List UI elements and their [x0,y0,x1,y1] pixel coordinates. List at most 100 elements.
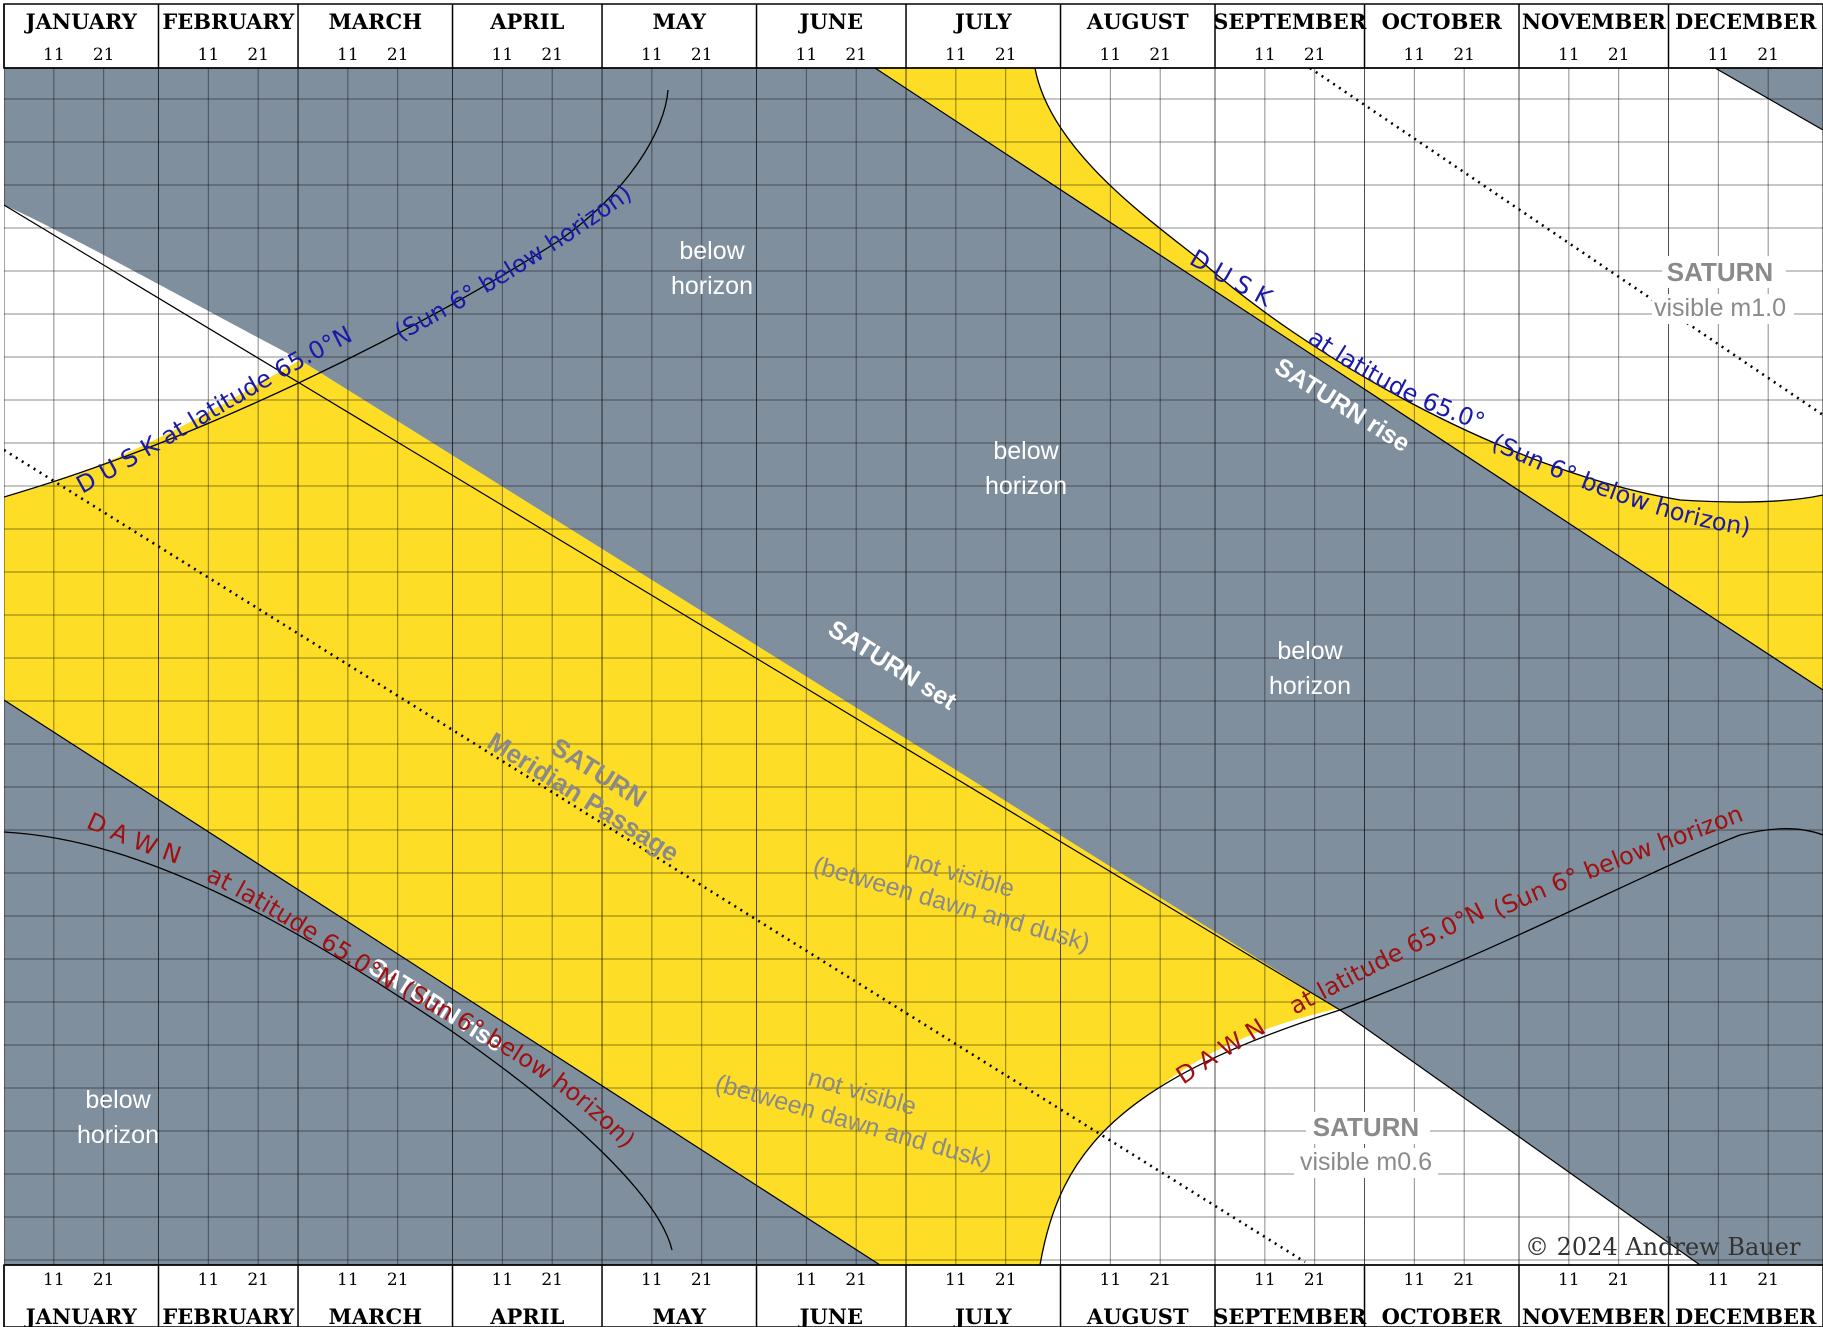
day-tick-top: 21 [995,45,1017,65]
below-horizon-upper-left [4,68,1823,1265]
dawn-curve-left [4,831,673,1251]
day-tick-bottom: 21 [541,1270,563,1290]
copyright: © 2024 Andrew Bauer [1525,1233,1801,1261]
day-tick-bottom: 21 [691,1270,713,1290]
month-label-bottom: JULY [953,1304,1013,1327]
day-tick-bottom: 21 [1304,1270,1326,1290]
month-label-bottom: FEBRUARY [162,1304,295,1327]
day-tick-top: 11 [1558,45,1580,65]
day-tick-bottom: 11 [1708,1270,1730,1290]
day-tick-bottom: 11 [945,1270,967,1290]
day-tick-bottom: 21 [247,1270,269,1290]
day-tick-bottom: 11 [641,1270,663,1290]
day-tick-bottom: 21 [1757,1270,1779,1290]
month-label-top: APRIL [489,9,564,34]
day-tick-top: 11 [1254,45,1276,65]
month-label-top: JANUARY [24,9,138,34]
below-horizon-label: below [993,437,1059,465]
day-tick-bottom: 11 [337,1270,359,1290]
month-axis: JANUARY JANUARY 11 11 21 21 FEBRUARY FEBRUARY 11… [3,4,1817,1327]
day-tick-top: 21 [1453,45,1475,65]
day-tick-bottom: 21 [995,1270,1017,1290]
day-tick-bottom: 21 [93,1270,115,1290]
below-horizon-label: below [85,1086,151,1114]
month-label-top: JULY [953,9,1013,34]
visible-magnitude: visible m0.6 [1300,1148,1432,1176]
month-label-bottom: MARCH [329,1304,423,1327]
month-label-top: FEBRUARY [162,9,295,34]
month-label-bottom: OCTOBER [1382,1304,1503,1327]
day-tick-bottom: 11 [43,1270,65,1290]
visible-pocket-top-right [1035,68,1823,503]
month-label-bottom: APRIL [489,1304,564,1327]
day-tick-bottom: 21 [1608,1270,1630,1290]
day-tick-bottom: 11 [1254,1270,1276,1290]
not-visible-band-main [4,360,1340,1265]
month-label-bottom: DECEMBER [1675,1304,1817,1327]
saturn-rise-line-bottom [4,699,881,1265]
day-tick-top: 11 [796,45,818,65]
month-label-top: AUGUST [1086,9,1189,34]
day-tick-top: 21 [1304,45,1326,65]
day-tick-top: 11 [337,45,359,65]
visible-title: SATURN [1313,1112,1419,1142]
day-tick-top: 21 [845,45,867,65]
below-horizon-label: horizon [671,272,753,300]
day-tick-bottom: 11 [492,1270,514,1290]
meridian-passage-line-2 [1309,68,1823,417]
visible-magnitude: visible m1.0 [1654,294,1786,322]
month-label-bottom: JUNE [798,1304,863,1327]
month-label-top: MAY [653,9,707,34]
day-tick-top: 11 [1100,45,1122,65]
day-tick-top: 21 [387,45,409,65]
month-label-bottom: MAY [653,1304,707,1327]
day-tick-top: 21 [247,45,269,65]
day-tick-top: 11 [1404,45,1426,65]
day-tick-top: 21 [1149,45,1171,65]
day-tick-bottom: 11 [1558,1270,1580,1290]
day-tick-bottom: 21 [1149,1270,1171,1290]
day-tick-bottom: 21 [1453,1270,1475,1290]
day-tick-top: 21 [541,45,563,65]
day-tick-top: 21 [1608,45,1630,65]
day-tick-top: 11 [492,45,514,65]
month-label-bottom: AUGUST [1086,1304,1189,1327]
dusk-curve-right [1034,68,1823,503]
below-horizon-label: horizon [1269,672,1351,700]
day-tick-top: 11 [198,45,220,65]
below-horizon-label: below [679,237,745,265]
day-tick-top: 11 [945,45,967,65]
month-label-top: DECEMBER [1675,9,1817,34]
visible-title: SATURN [1667,257,1773,287]
visible-pocket-left [4,205,300,497]
month-footer [3,1264,1823,1327]
saturn-set-line [4,204,1701,1265]
day-tick-top: 11 [641,45,663,65]
saturn-rise-line-corner [1714,68,1823,131]
month-label-top: OCTOBER [1382,9,1503,34]
below-horizon-label: horizon [77,1121,159,1149]
month-label-top: MARCH [329,9,423,34]
day-tick-top: 21 [93,45,115,65]
day-tick-bottom: 11 [1100,1270,1122,1290]
below-horizon-label: horizon [985,472,1067,500]
month-label-top: JUNE [798,9,863,34]
day-tick-bottom: 21 [387,1270,409,1290]
saturn-rise-line-top [874,68,1823,691]
day-tick-top: 21 [1757,45,1779,65]
dawn-curve-right [1039,827,1823,1265]
day-tick-bottom: 11 [796,1270,818,1290]
month-label-bottom: JANUARY [24,1304,138,1327]
month-label-top: NOVEMBER [1522,9,1666,34]
month-header [3,3,1823,69]
dusk-curve-left [4,89,669,498]
below-horizon-label: below [1277,637,1343,665]
month-label-top: SEPTEMBER [1213,9,1367,34]
day-tick-top: 11 [43,45,65,65]
month-label-bottom: NOVEMBER [1522,1304,1666,1327]
day-tick-bottom: 11 [1404,1270,1426,1290]
day-tick-bottom: 21 [845,1270,867,1290]
month-label-bottom: SEPTEMBER [1213,1304,1367,1327]
day-tick-bottom: 11 [198,1270,220,1290]
